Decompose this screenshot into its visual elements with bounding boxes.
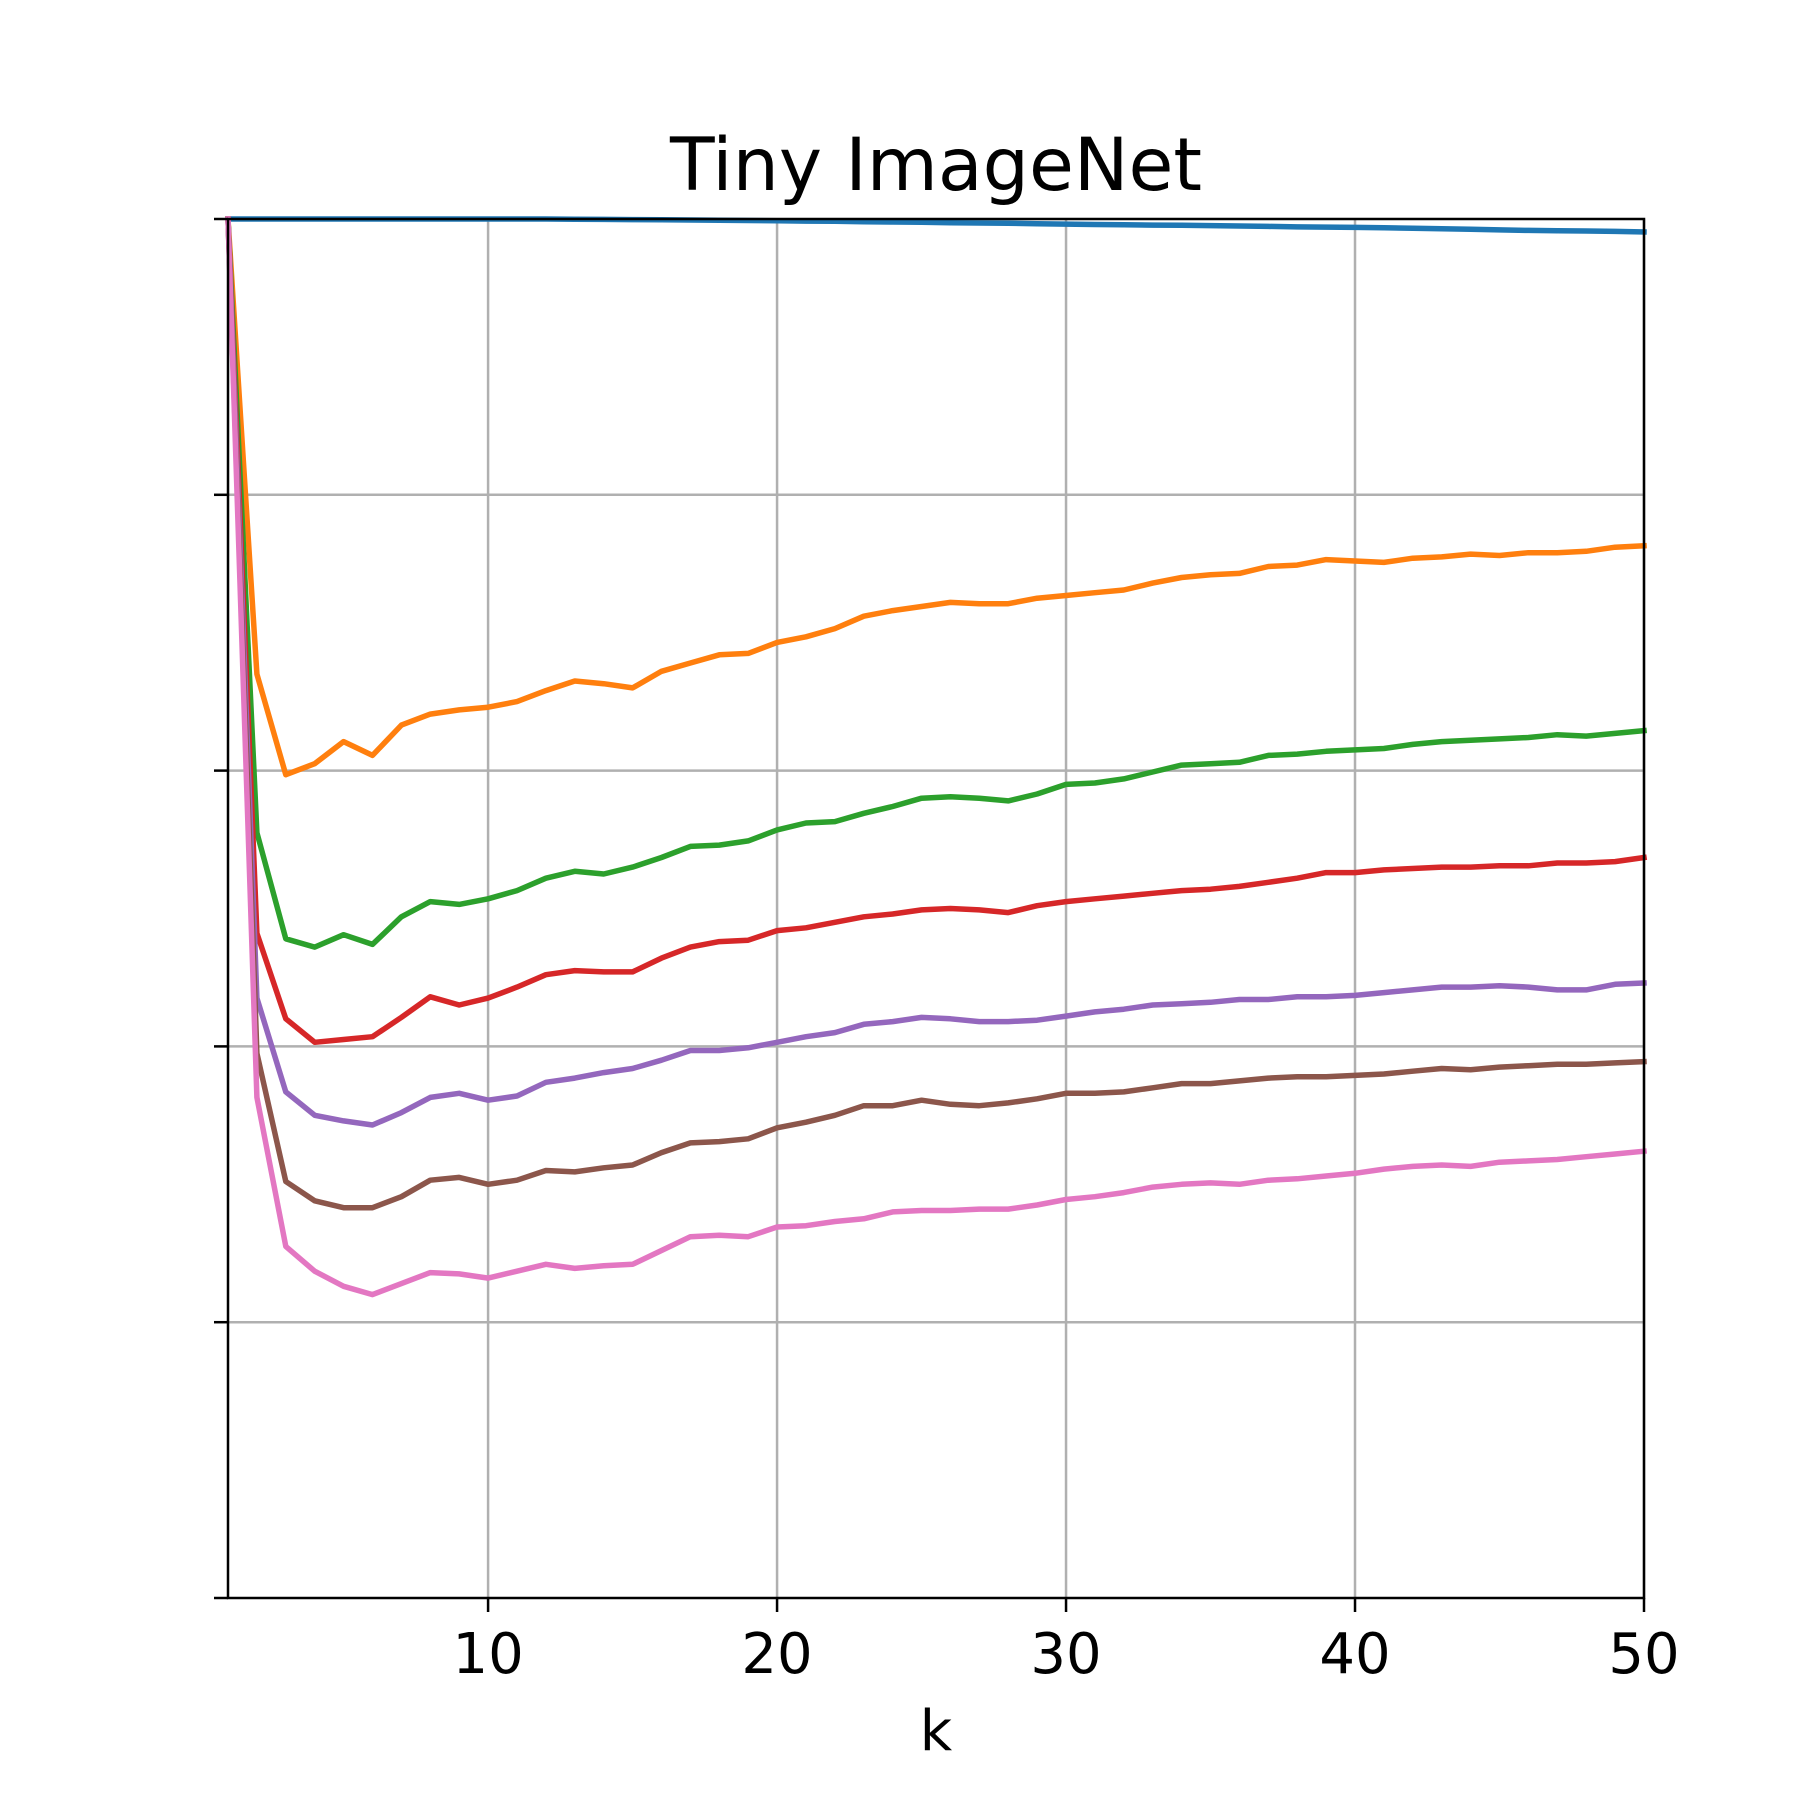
x-tick-label-20: 20	[741, 1622, 812, 1687]
series-lines	[225, 216, 1648, 1298]
axis-ticks	[214, 217, 1646, 1612]
x-tick-labels: 10 20 30 40 50	[452, 1622, 1679, 1687]
chart-title: Tiny ImageNet	[669, 123, 1202, 208]
series-line-5	[225, 216, 1647, 1128]
x-tick-label-10: 10	[452, 1622, 523, 1687]
series-line-7	[225, 216, 1648, 1298]
series-line-4	[225, 216, 1648, 1046]
x-tick-label-50: 50	[1608, 1622, 1679, 1687]
x-tick-label-40: 40	[1319, 1622, 1390, 1687]
series-line-6	[225, 216, 1647, 1211]
x-axis-label: k	[920, 1699, 953, 1764]
series-line-3	[225, 216, 1648, 950]
series-line-2	[225, 216, 1647, 778]
plot-frame	[226, 217, 1646, 1600]
x-tick-label-30: 30	[1030, 1622, 1101, 1687]
